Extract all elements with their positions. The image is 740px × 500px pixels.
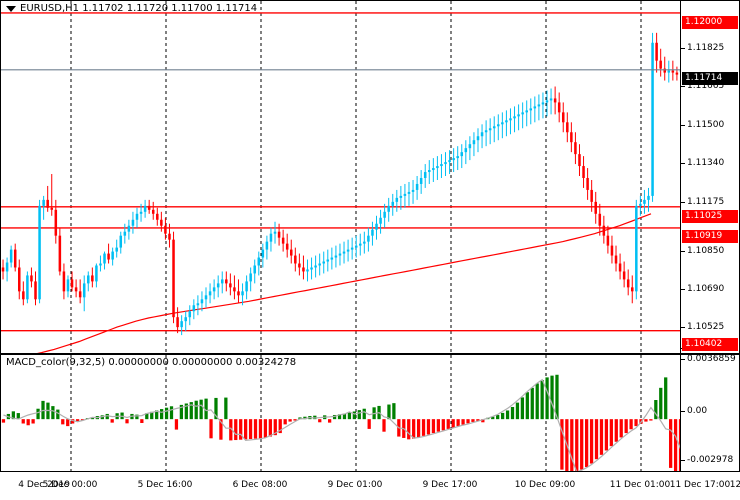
macd-indicator-panel[interactable]: 0.0036859 0.00 -0.002978 (0, 354, 740, 472)
price-tick-mark (681, 202, 685, 203)
macd-tick-mark (681, 411, 685, 412)
symbol-quote-header: EURUSD,H1 1.11702 1.11720 1.11700 1.1171… (20, 3, 258, 14)
macd-tick-label: 0.0036859 (687, 354, 736, 364)
price-plot-area[interactable] (1, 1, 681, 353)
time-tick-label: 10 Dec 09:00 (514, 480, 576, 490)
time-tick-label: 11 Dec 17:00 (669, 480, 731, 490)
price-tick-mark (681, 86, 685, 87)
macd-plot-area[interactable] (1, 355, 681, 471)
price-tick-mark (681, 289, 685, 290)
price-level-badge[interactable]: 1.12000 (682, 16, 738, 29)
price-tick-mark (681, 327, 685, 328)
price-candlestick-svg (1, 1, 681, 353)
time-tick-label: 12 Dec 09:00 (729, 480, 740, 490)
price-tick-label: 1.10525 (687, 322, 725, 332)
price-tick-mark (681, 163, 685, 164)
price-tick-mark (681, 251, 685, 252)
time-tick-label: 5 Dec 16:00 (137, 480, 193, 490)
time-tick-label: 4 Dec 2019 (18, 480, 71, 490)
macd-tick-mark (681, 460, 685, 461)
price-chart-panel[interactable]: 1.11825 1.11665 1.11500 1.11340 1.11175 1.108… (0, 0, 740, 354)
price-axis[interactable]: 1.11825 1.11665 1.11500 1.11340 1.11175 1.108… (680, 1, 739, 353)
price-tick-mark (681, 125, 685, 126)
current-price-badge[interactable]: 1.11714 (682, 72, 738, 85)
price-level-badge[interactable]: 1.10919 (682, 230, 738, 243)
time-tick-label: 9 Dec 01:00 (327, 480, 383, 490)
price-level-badge[interactable]: 1.10402 (682, 338, 738, 351)
chart-dropdown-arrow-icon[interactable] (6, 6, 16, 12)
price-tick-label: 1.11175 (687, 197, 725, 207)
time-tick-label: 6 Dec 08:00 (232, 480, 288, 490)
time-axis[interactable]: 4 Dec 2019 5 Dec 00:00 5 Dec 16:00 6 Dec 08… (0, 472, 740, 500)
macd-tick-mark (681, 359, 685, 360)
time-tick-label: 9 Dec 17:00 (422, 480, 478, 490)
price-level-badge[interactable]: 1.11025 (682, 210, 738, 223)
price-tick-label: 1.10690 (687, 284, 725, 294)
price-tick-label: 1.10850 (687, 246, 725, 256)
time-tick-label: 5 Dec 00:00 (42, 480, 98, 490)
macd-tick-label: -0.002978 (687, 455, 734, 465)
price-tick-label: 1.11665 (687, 81, 725, 91)
price-tick-label: 1.11340 (687, 158, 725, 168)
time-tick-label: 11 Dec 01:00 (609, 480, 671, 490)
price-tick-mark (681, 48, 685, 49)
macd-indicator-label: MACD_color(9,32,5) 0.00000000 0.00000000… (6, 357, 297, 368)
price-tick-label: 1.11825 (687, 43, 725, 53)
macd-tick-label: 0.00 (687, 406, 708, 416)
price-tick-label: 1.11500 (687, 120, 725, 130)
macd-axis[interactable]: 0.0036859 0.00 -0.002978 (680, 355, 739, 471)
macd-histogram-svg (1, 355, 681, 471)
